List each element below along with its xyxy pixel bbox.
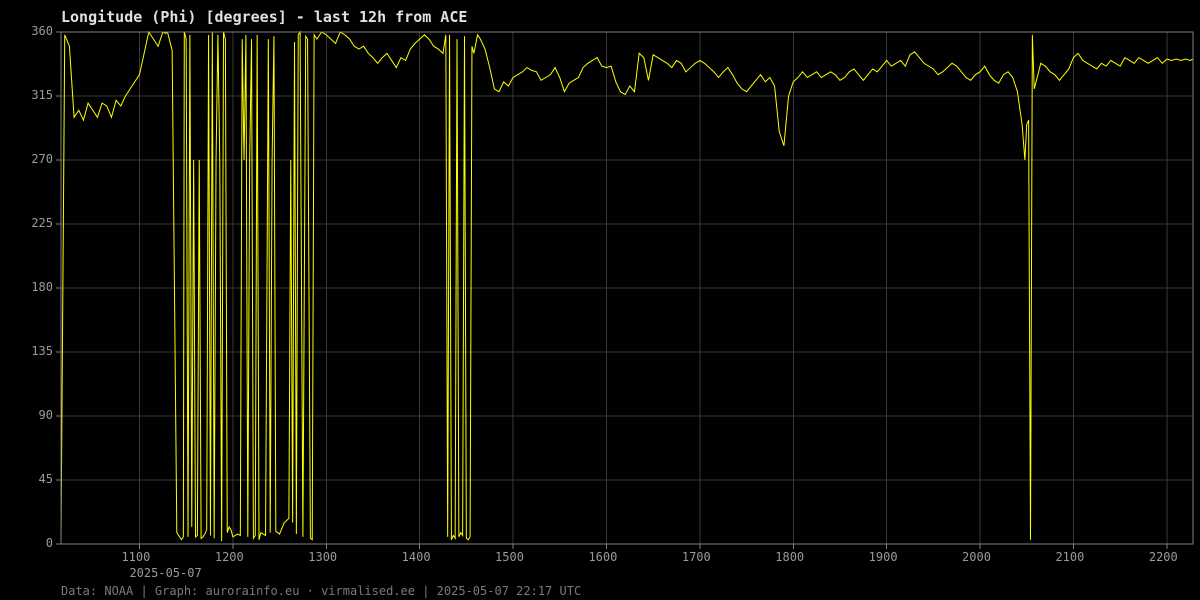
x-date-label: 2025-05-07 xyxy=(129,566,201,580)
chart-title: Longitude (Phi) [degrees] - last 12h fro… xyxy=(61,8,467,26)
x-tick-label: 1400 xyxy=(402,550,431,564)
x-tick-label: 1200 xyxy=(215,550,244,564)
x-tick-label: 1500 xyxy=(495,550,524,564)
x-tick-label: 2100 xyxy=(1055,550,1084,564)
x-tick-label: 1800 xyxy=(775,550,804,564)
y-tick-label: 225 xyxy=(31,216,53,230)
y-tick-label: 0 xyxy=(46,536,53,550)
chart-container: Longitude (Phi) [degrees] - last 12h fro… xyxy=(0,0,1200,600)
y-tick-label: 45 xyxy=(39,472,53,486)
y-tick-label: 135 xyxy=(31,344,53,358)
x-tick-label: 1100 xyxy=(121,550,150,564)
x-tick-label: 1900 xyxy=(869,550,898,564)
x-tick-label: 2200 xyxy=(1149,550,1178,564)
x-tick-label: 2000 xyxy=(962,550,991,564)
y-tick-label: 315 xyxy=(31,88,53,102)
chart-footer: Data: NOAA | Graph: aurorainfo.eu · virm… xyxy=(61,584,581,598)
y-tick-label: 270 xyxy=(31,152,53,166)
x-tick-label: 1300 xyxy=(308,550,337,564)
chart-svg xyxy=(0,0,1200,600)
x-tick-label: 1600 xyxy=(588,550,617,564)
y-tick-label: 360 xyxy=(31,24,53,38)
y-tick-label: 90 xyxy=(39,408,53,422)
y-tick-label: 180 xyxy=(31,280,53,294)
x-tick-label: 1700 xyxy=(682,550,711,564)
